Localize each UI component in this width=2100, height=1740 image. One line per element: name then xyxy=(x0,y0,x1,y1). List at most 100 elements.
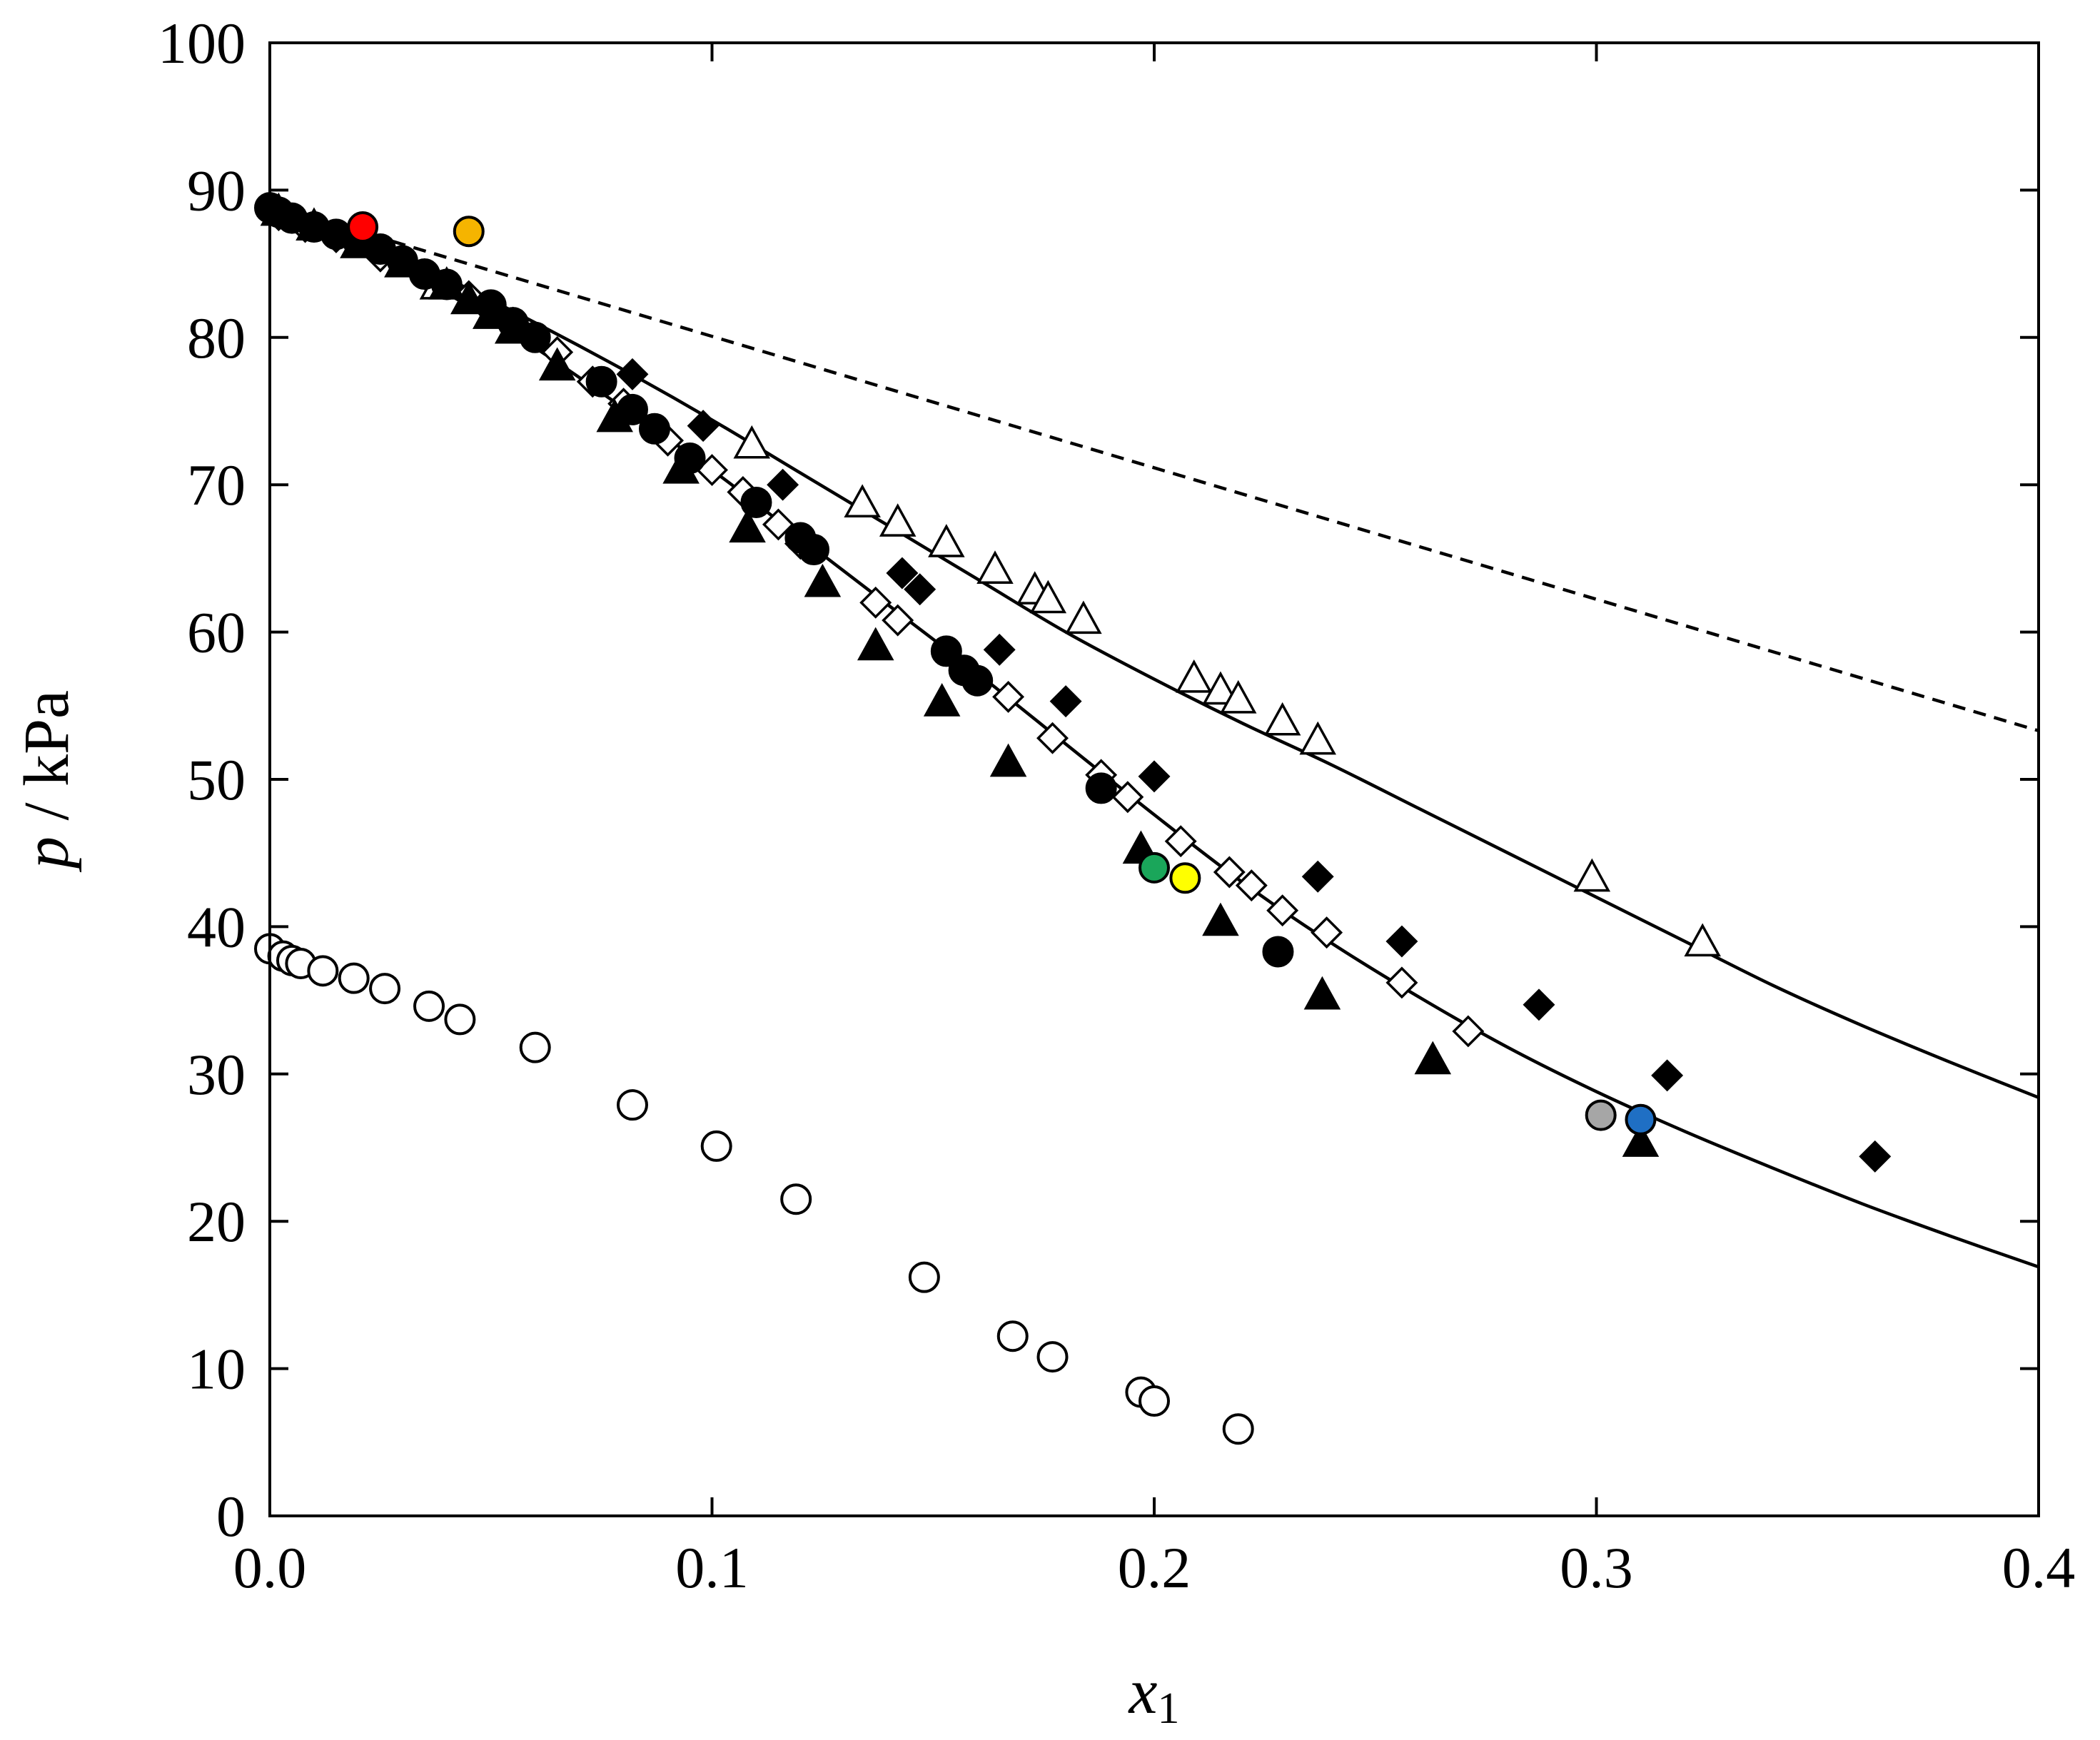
open-triangle-point xyxy=(733,425,771,459)
filled-circle-point xyxy=(430,268,463,300)
open-diamond-point xyxy=(882,604,914,637)
filled-circle-point xyxy=(930,635,962,667)
filled-circle-point xyxy=(674,442,706,475)
y-tick-label: 80 xyxy=(187,305,246,370)
x-tick-label: 0.4 xyxy=(2002,1535,2076,1600)
filled-circle-point xyxy=(961,664,994,697)
filled-diamond-point xyxy=(687,410,720,442)
open-triangle-point xyxy=(1029,580,1067,614)
y-tick-label: 40 xyxy=(187,894,246,959)
data-markers xyxy=(254,192,1892,1445)
open-diamond-point xyxy=(1164,825,1197,858)
filled-triangle-point xyxy=(804,563,842,597)
open-diamond-point xyxy=(1111,781,1144,814)
open-circle-point xyxy=(338,962,370,994)
x-tick-label: 0.0 xyxy=(233,1535,307,1600)
open-diamond-point xyxy=(1235,869,1268,902)
colored-circle-point xyxy=(1169,862,1201,894)
x-tick-label: 0.3 xyxy=(1560,1535,1633,1600)
open-triangle-point xyxy=(928,524,965,557)
open-diamond-point xyxy=(992,680,1025,713)
open-circle-point xyxy=(369,973,401,1005)
open-circle-point xyxy=(700,1130,732,1162)
solid-curve-1 xyxy=(269,203,2039,1099)
open-circle-point xyxy=(519,1031,551,1063)
y-tick-label: 100 xyxy=(158,11,246,76)
open-diamond-point xyxy=(859,586,892,619)
open-triangle-point xyxy=(1299,721,1336,755)
x-tick-label: 0.1 xyxy=(675,1535,749,1600)
filled-diamond-point xyxy=(1859,1140,1892,1173)
y-axis-label-unit: / kPa xyxy=(11,690,82,836)
dashed-curve xyxy=(269,203,2039,733)
filled-diamond-point xyxy=(886,557,919,590)
filled-diamond-point xyxy=(1049,685,1082,718)
filled-diamond-point xyxy=(904,573,937,606)
x-tick-label: 0.2 xyxy=(1118,1535,1191,1600)
filled-triangle-point xyxy=(1303,976,1341,1010)
filled-triangle-point xyxy=(923,683,961,717)
open-triangle-point xyxy=(1219,679,1257,714)
x-axis-label: x1 xyxy=(1128,1656,1180,1733)
open-diamond-point xyxy=(1452,1015,1485,1048)
open-diamond-point xyxy=(762,508,794,541)
open-circle-point xyxy=(616,1089,648,1121)
y-axis-label: p / kPa xyxy=(11,690,82,873)
open-diamond-point xyxy=(1266,894,1299,927)
filled-circle-point xyxy=(638,413,670,445)
open-triangle-point xyxy=(1202,671,1239,705)
y-tick-labels: 0 10 20 30 40 50 60 70 80 90 100 xyxy=(158,11,246,1549)
open-diamond-point xyxy=(1385,966,1418,999)
open-triangle-point xyxy=(976,550,1014,584)
open-circle-point xyxy=(1222,1413,1254,1445)
filled-diamond-point xyxy=(767,468,799,501)
colored-circle-point xyxy=(347,211,379,243)
filled-diamond-point xyxy=(1301,860,1334,893)
x-axis-label-main: x xyxy=(1128,1656,1158,1727)
filled-circle-point xyxy=(1085,772,1117,804)
open-circle-point xyxy=(444,1003,476,1036)
filled-circle-point xyxy=(519,321,551,353)
filled-circle-point xyxy=(585,365,617,398)
colored-circle-point xyxy=(453,216,485,248)
filled-circle-point xyxy=(616,393,648,425)
y-axis-label-symbol: p xyxy=(11,836,82,873)
open-triangle-point xyxy=(1065,600,1102,634)
open-triangle-point xyxy=(1684,923,1721,957)
filled-diamond-point xyxy=(1385,925,1418,958)
open-triangle-point xyxy=(879,503,917,537)
open-circle-point xyxy=(908,1261,940,1293)
open-diamond-point xyxy=(1036,722,1069,754)
filled-circle-point xyxy=(475,289,507,321)
open-triangle-point xyxy=(1263,702,1301,736)
filled-circle-point xyxy=(1262,936,1294,968)
filled-triangle-point xyxy=(989,743,1027,777)
filled-circle-point xyxy=(497,307,529,339)
plot-frame xyxy=(268,41,2040,1517)
x-tick-labels: 0.0 0.1 0.2 0.3 0.4 xyxy=(233,1535,2076,1600)
filled-triangle-point xyxy=(1202,902,1239,936)
filled-triangle-point xyxy=(1414,1041,1452,1075)
colored-circle-point xyxy=(1625,1103,1657,1135)
filled-circle-point xyxy=(740,486,772,518)
y-tick-label: 90 xyxy=(187,158,246,223)
filled-triangle-point xyxy=(1622,1123,1660,1157)
y-tick-label: 10 xyxy=(187,1337,246,1402)
colored-circle-point xyxy=(1139,851,1170,884)
y-tick-label: 0 xyxy=(216,1484,246,1549)
open-circle-point xyxy=(780,1183,812,1215)
colored-circle-point xyxy=(1585,1099,1617,1131)
filled-diamond-point xyxy=(616,358,649,390)
y-tick-label: 50 xyxy=(187,747,246,812)
open-circle-point xyxy=(1139,1385,1170,1417)
filled-circle-point xyxy=(797,534,829,566)
open-triangle-point xyxy=(1573,858,1611,892)
open-circle-point xyxy=(996,1320,1029,1352)
open-triangle-point xyxy=(844,484,881,518)
y-tick-label: 20 xyxy=(187,1189,246,1254)
y-tick-label: 30 xyxy=(187,1042,246,1107)
open-circle-point xyxy=(307,955,339,987)
open-diamond-point xyxy=(1311,916,1343,949)
open-triangle-point xyxy=(1175,659,1213,693)
